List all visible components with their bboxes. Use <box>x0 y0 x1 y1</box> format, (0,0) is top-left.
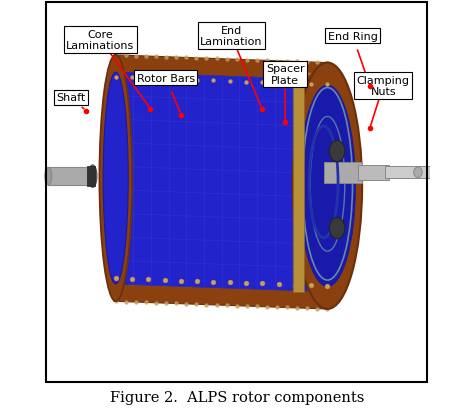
Text: Spacer
Plate: Spacer Plate <box>266 64 304 85</box>
Polygon shape <box>114 56 326 309</box>
Ellipse shape <box>45 168 52 185</box>
Bar <box>385 167 431 179</box>
Ellipse shape <box>88 166 97 188</box>
Ellipse shape <box>100 56 132 301</box>
Text: Rotor Bars: Rotor Bars <box>137 74 195 84</box>
Text: Shaft: Shaft <box>56 93 85 103</box>
Polygon shape <box>116 73 328 292</box>
Bar <box>358 165 389 180</box>
Bar <box>87 167 94 186</box>
Bar <box>293 81 304 292</box>
Ellipse shape <box>300 86 356 287</box>
Text: End
Lamination: End Lamination <box>200 26 263 47</box>
Ellipse shape <box>414 168 422 178</box>
Bar <box>324 162 362 183</box>
Ellipse shape <box>103 73 128 284</box>
Ellipse shape <box>329 218 345 239</box>
Text: Clamping
Nuts: Clamping Nuts <box>357 76 410 97</box>
Ellipse shape <box>293 63 362 309</box>
Text: Core
Laminations: Core Laminations <box>66 30 135 51</box>
Bar <box>48 168 91 185</box>
Text: Figure 2.  ALPS rotor components: Figure 2. ALPS rotor components <box>110 391 364 404</box>
Text: End Ring: End Ring <box>328 31 377 41</box>
Polygon shape <box>293 74 311 81</box>
Ellipse shape <box>329 141 345 162</box>
